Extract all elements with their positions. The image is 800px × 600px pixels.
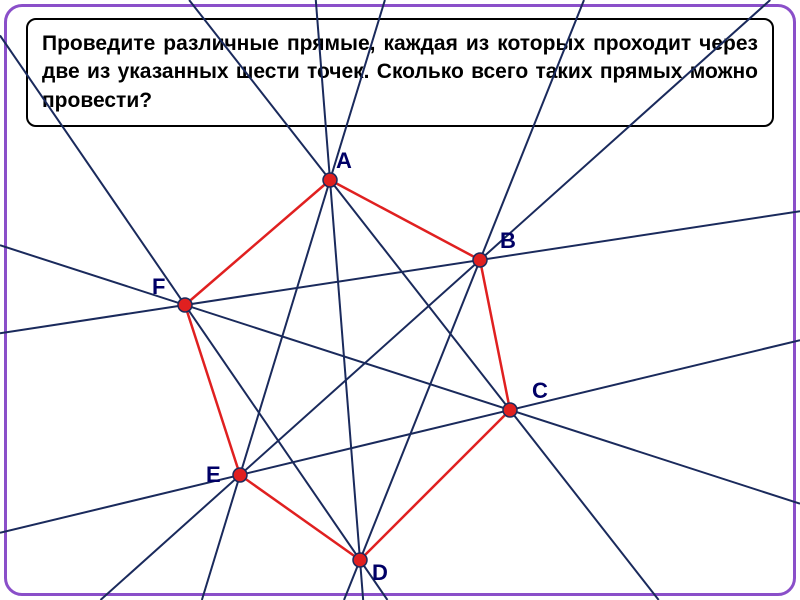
problem-text: Проведите различные прямые, каждая из ко… [42,32,758,112]
label-E: E [206,462,221,488]
label-B: B [500,228,516,254]
label-D: D [372,560,388,586]
label-F: F [152,274,165,300]
label-A: A [336,148,352,174]
problem-text-box: Проведите различные прямые, каждая из ко… [26,18,774,127]
label-C: C [532,378,548,404]
